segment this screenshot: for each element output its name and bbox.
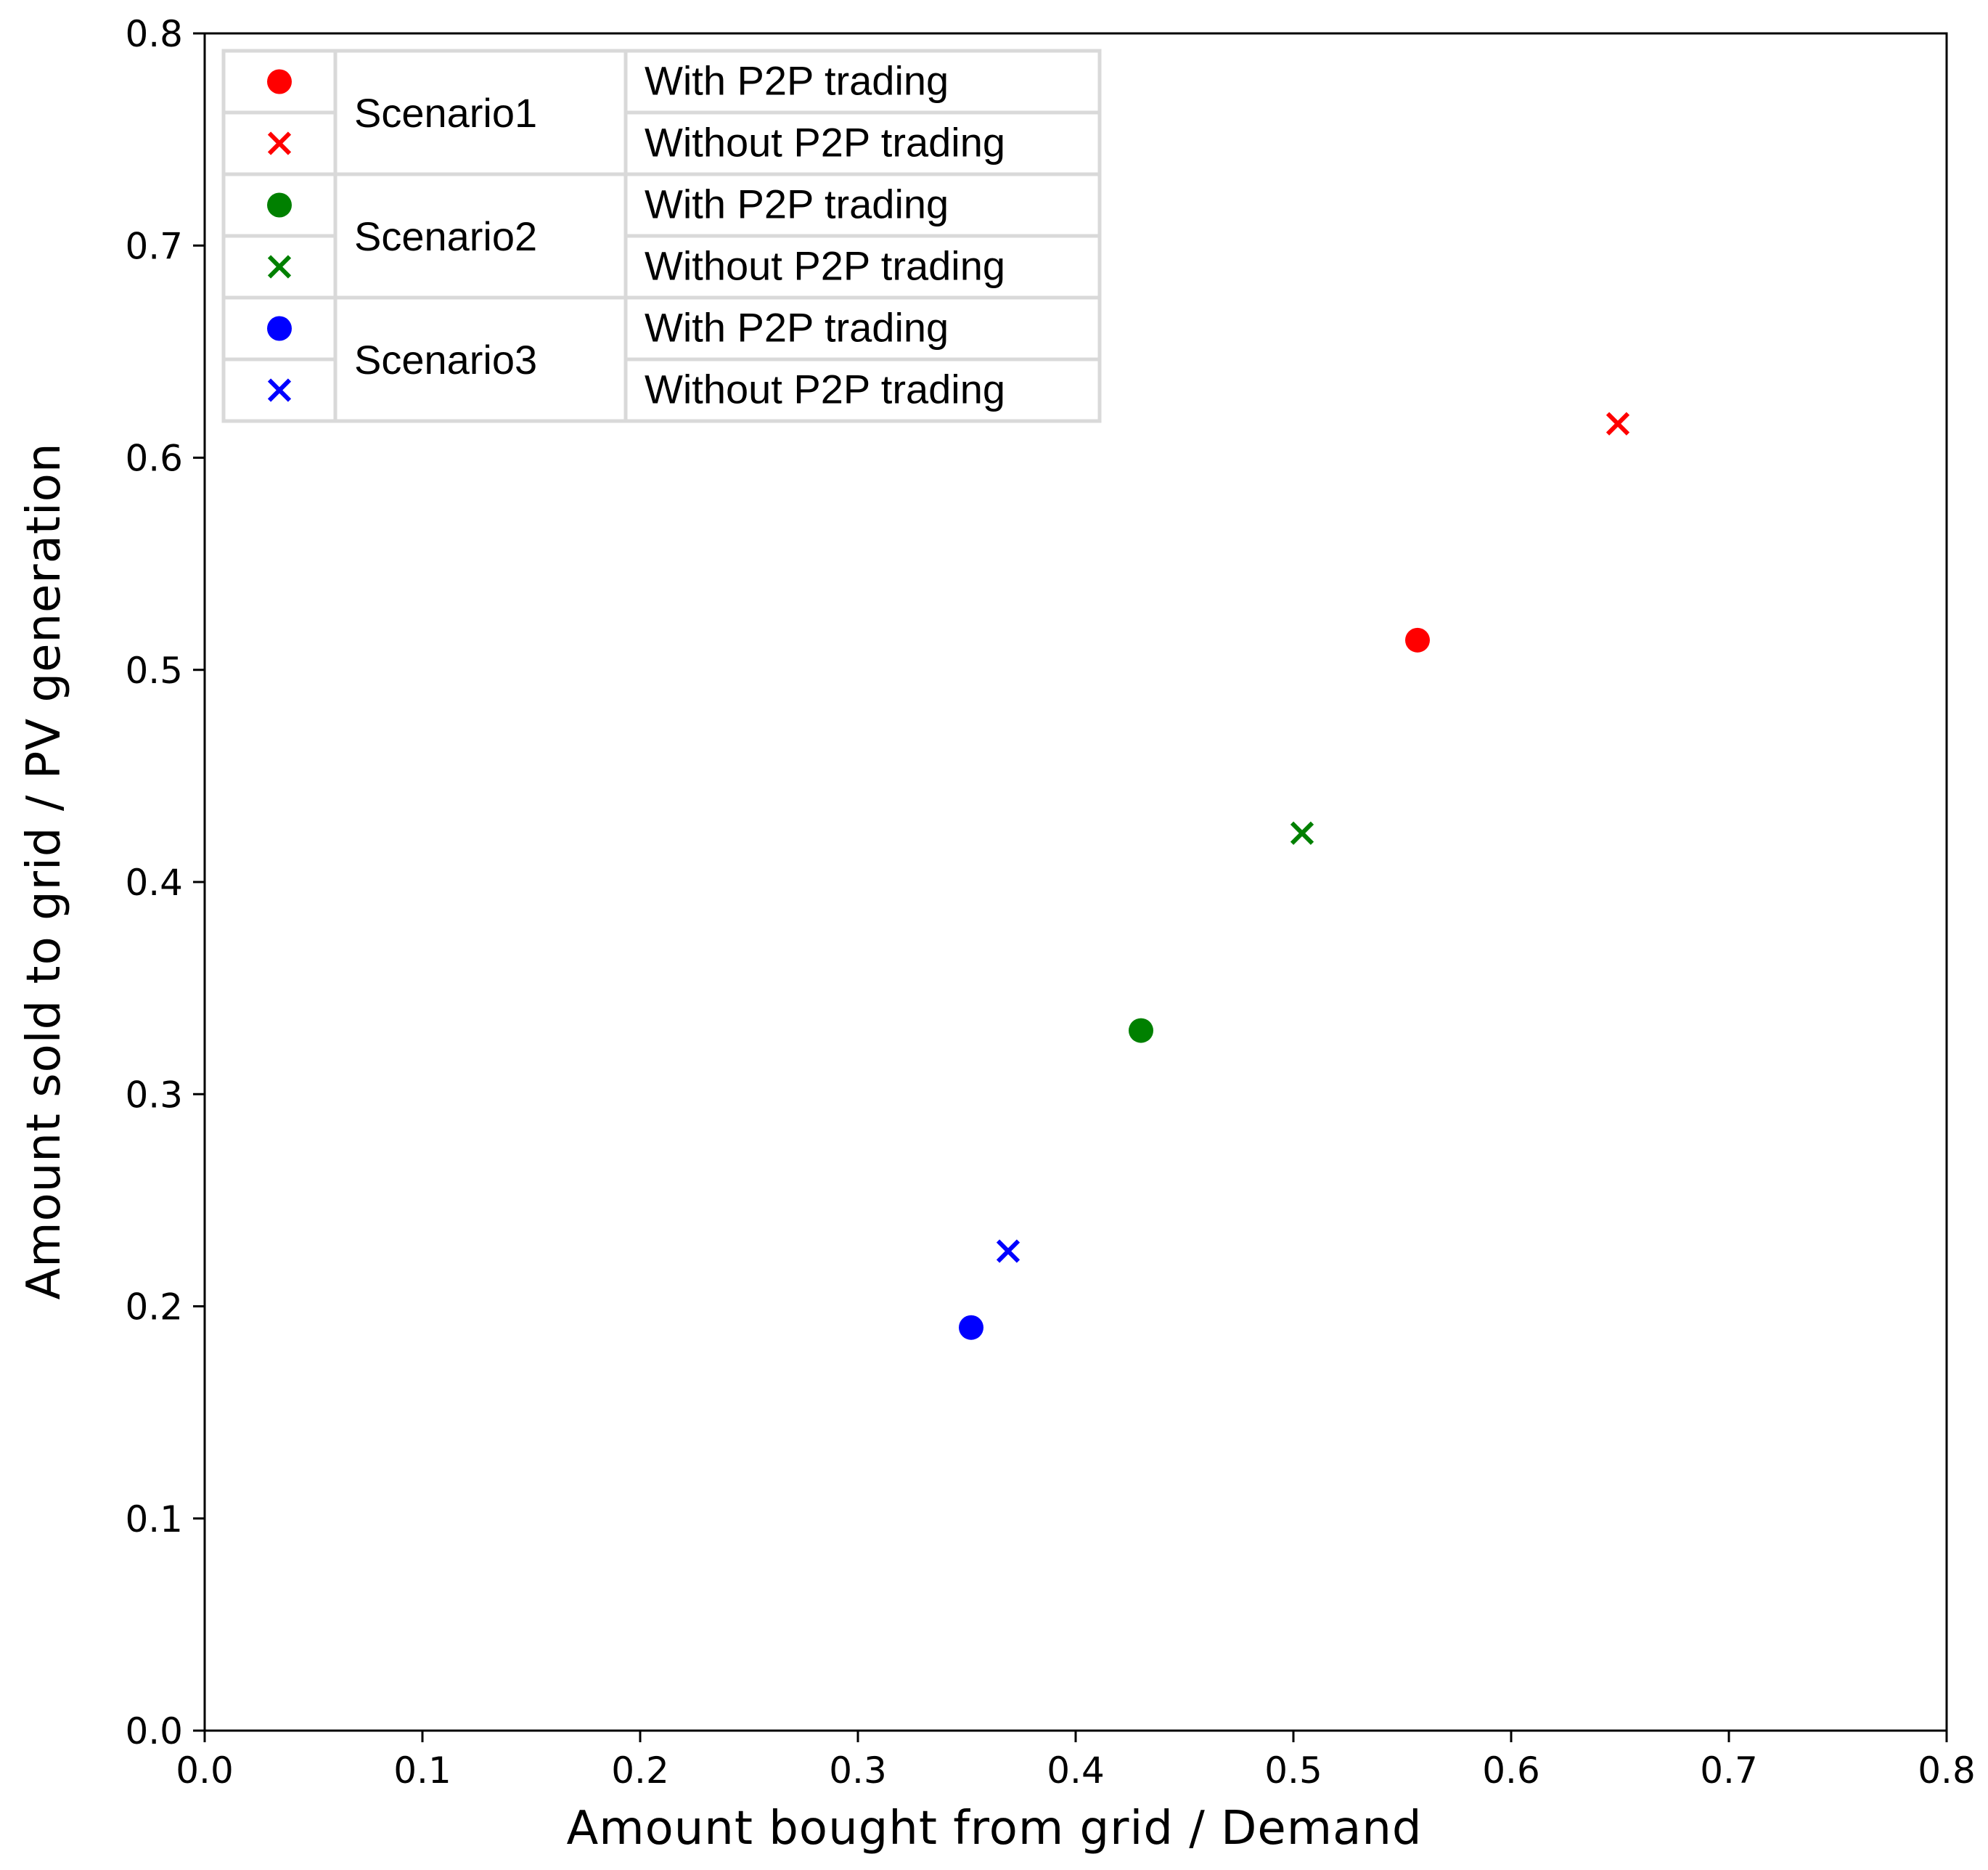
y-tick-label: 0.1 [125, 1498, 183, 1540]
y-tick-label: 0.0 [125, 1710, 183, 1752]
data-points [959, 412, 1630, 1340]
x-tick-label: 0.3 [829, 1749, 887, 1792]
y-tick-label: 0.3 [125, 1074, 183, 1116]
y-tick-label: 0.6 [125, 438, 183, 480]
point-scenario2-without-p2p-stroke-b [1290, 821, 1314, 845]
legend-marker-scenario1-without [267, 131, 292, 155]
x-axis-label: Amount bought from grid / Demand [566, 1802, 1422, 1855]
point-scenario1-with-p2p [1405, 627, 1430, 653]
legend-entry-label: Without P2P trading [645, 367, 1005, 412]
legend-entry-label: With P2P trading [645, 58, 949, 104]
point-scenario3-without-p2p-stroke-b [996, 1239, 1020, 1263]
legend-marker-scenario1-with [267, 69, 292, 94]
legend: With P2P trading Without P2P trading With … [221, 49, 1102, 423]
y-axis-label: Amount sold to grid / PV generation [17, 442, 71, 1299]
legend-marker-scenario2-without [267, 255, 292, 279]
legend-marker-scenario2-with [267, 192, 292, 218]
x-tick-label: 0.8 [1918, 1749, 1976, 1792]
x-axis-ticks: 0.0 0.1 0.2 0.3 0.4 0.5 0.6 0.7 0.8 [176, 1731, 1976, 1792]
point-scenario1-without-p2p-stroke-b [1605, 412, 1630, 436]
legend-marker-scenario3-without [267, 378, 292, 402]
y-tick-label: 0.2 [125, 1286, 183, 1328]
legend-scenario-label: Scenario3 [354, 337, 537, 383]
x-tick-label: 0.1 [393, 1749, 451, 1792]
legend-marker-scenario1-without-stroke-b [267, 131, 292, 155]
y-tick-label: 0.5 [125, 650, 183, 692]
x-tick-label: 0.2 [611, 1749, 669, 1792]
legend-entry-label: Without P2P trading [645, 243, 1005, 289]
point-scenario2-without-p2p [1290, 821, 1314, 845]
legend-marker-scenario2-without-stroke-b [267, 255, 292, 279]
legend-marker-scenario3-without-stroke-b [267, 378, 292, 402]
legend-entry-label: Without P2P trading [645, 120, 1005, 166]
legend-scenario-label: Scenario2 [354, 213, 537, 259]
x-tick-label: 0.6 [1482, 1749, 1540, 1792]
point-scenario3-without-p2p [996, 1239, 1020, 1263]
x-tick-label: 0.4 [1047, 1749, 1105, 1792]
legend-scenario-label: Scenario1 [354, 90, 537, 136]
legend-marker-scenario3-with [267, 316, 292, 341]
point-scenario2-with-p2p [1129, 1018, 1153, 1043]
point-scenario1-without-p2p [1605, 412, 1630, 436]
x-tick-label: 0.5 [1264, 1749, 1322, 1792]
legend-entry-label: With P2P trading [645, 305, 949, 351]
legend-entry-label: With P2P trading [645, 181, 949, 227]
y-tick-label: 0.7 [125, 225, 183, 267]
x-tick-label: 0.7 [1700, 1749, 1758, 1792]
point-scenario3-with-p2p [959, 1315, 983, 1340]
x-tick-label: 0.0 [176, 1749, 234, 1792]
y-tick-label: 0.8 [125, 13, 183, 55]
y-tick-label: 0.4 [125, 862, 183, 904]
y-axis-ticks: 0.0 0.1 0.2 0.3 0.4 0.5 0.6 0.7 0.8 [125, 13, 205, 1752]
